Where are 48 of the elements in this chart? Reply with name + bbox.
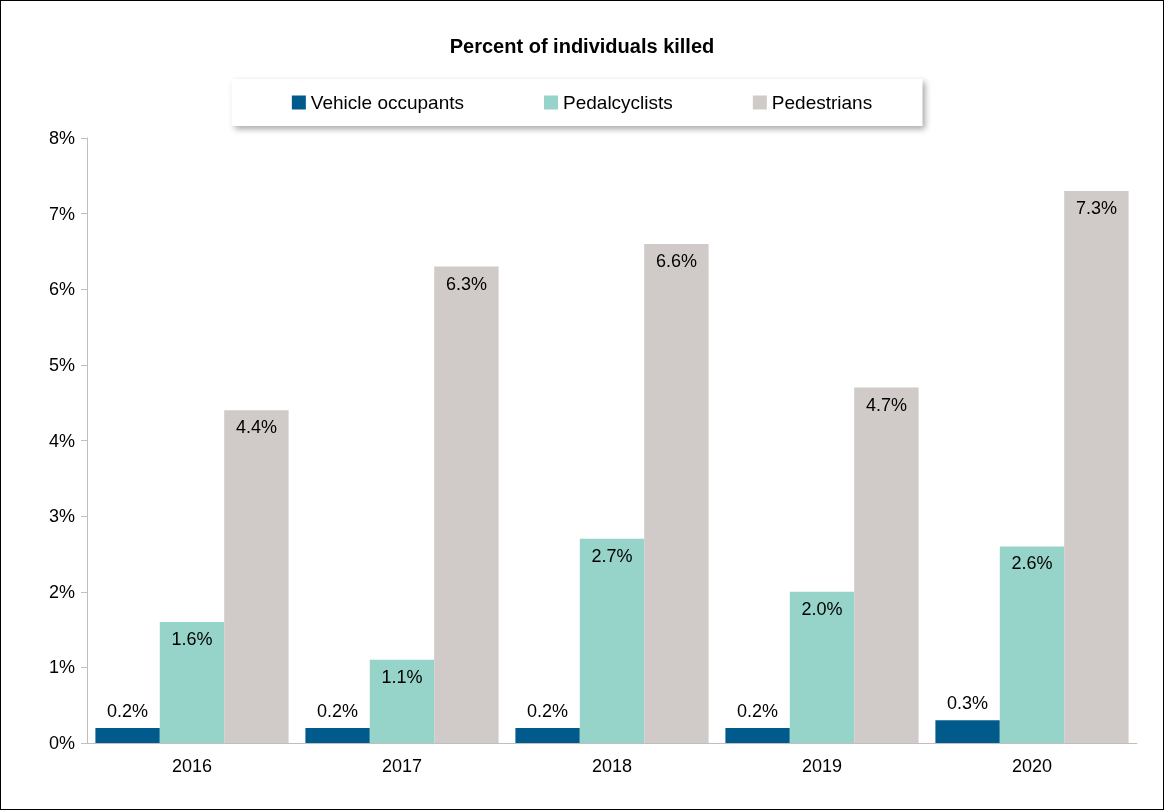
bar [515, 727, 580, 743]
bar [579, 538, 645, 743]
y-tick-label: 1% [48, 657, 75, 678]
data-label: 6.3% [445, 273, 487, 294]
data-label: 0.2% [737, 700, 779, 721]
bar [434, 266, 499, 743]
legend-label: Vehicle occupants [310, 92, 465, 113]
data-label: 7.3% [1075, 197, 1117, 218]
x-tick-label: 2018 [591, 756, 633, 776]
data-label: 4.4% [235, 417, 277, 438]
bar [369, 659, 435, 743]
data-label: 6.6% [655, 250, 697, 271]
y-tick-label: 2% [48, 581, 75, 602]
data-label: 0.3% [947, 693, 989, 714]
bar [725, 727, 790, 743]
data-label: 1.1% [381, 666, 423, 687]
bar [1064, 190, 1129, 743]
bar [935, 720, 1000, 743]
y-tick-label: 0% [48, 733, 75, 753]
y-tick-label: 8% [48, 128, 75, 148]
bar [999, 546, 1065, 743]
y-tick-label: 7% [48, 203, 75, 224]
x-tick-label: 2019 [801, 756, 843, 776]
data-label: 0.2% [107, 700, 149, 721]
y-tick-label: 3% [48, 506, 75, 527]
data-label: 0.2% [527, 700, 569, 721]
bar [854, 387, 919, 743]
bar [95, 727, 160, 743]
data-label: 1.6% [171, 629, 213, 649]
y-tick-label: 6% [48, 279, 75, 300]
legend-label: Pedestrians [771, 92, 873, 113]
bar [789, 591, 855, 743]
data-label: 2.7% [591, 545, 633, 566]
x-tick-label: 2017 [381, 756, 423, 776]
y-tick-label: 4% [48, 430, 75, 451]
data-label: 2.6% [1011, 553, 1053, 574]
bar [305, 727, 370, 743]
data-label: 0.2% [317, 700, 359, 721]
data-label: 4.7% [865, 394, 907, 415]
chart-title: Percent of individuals killed [449, 35, 715, 57]
x-tick-label: 2016 [171, 756, 213, 776]
x-tick-label: 2020 [1011, 756, 1053, 776]
legend-label: Pedalcyclists [563, 92, 673, 113]
data-label: 2.0% [801, 598, 843, 619]
bar [644, 243, 709, 743]
y-tick-label: 5% [48, 354, 75, 375]
bar [159, 622, 225, 743]
bar [224, 410, 289, 743]
